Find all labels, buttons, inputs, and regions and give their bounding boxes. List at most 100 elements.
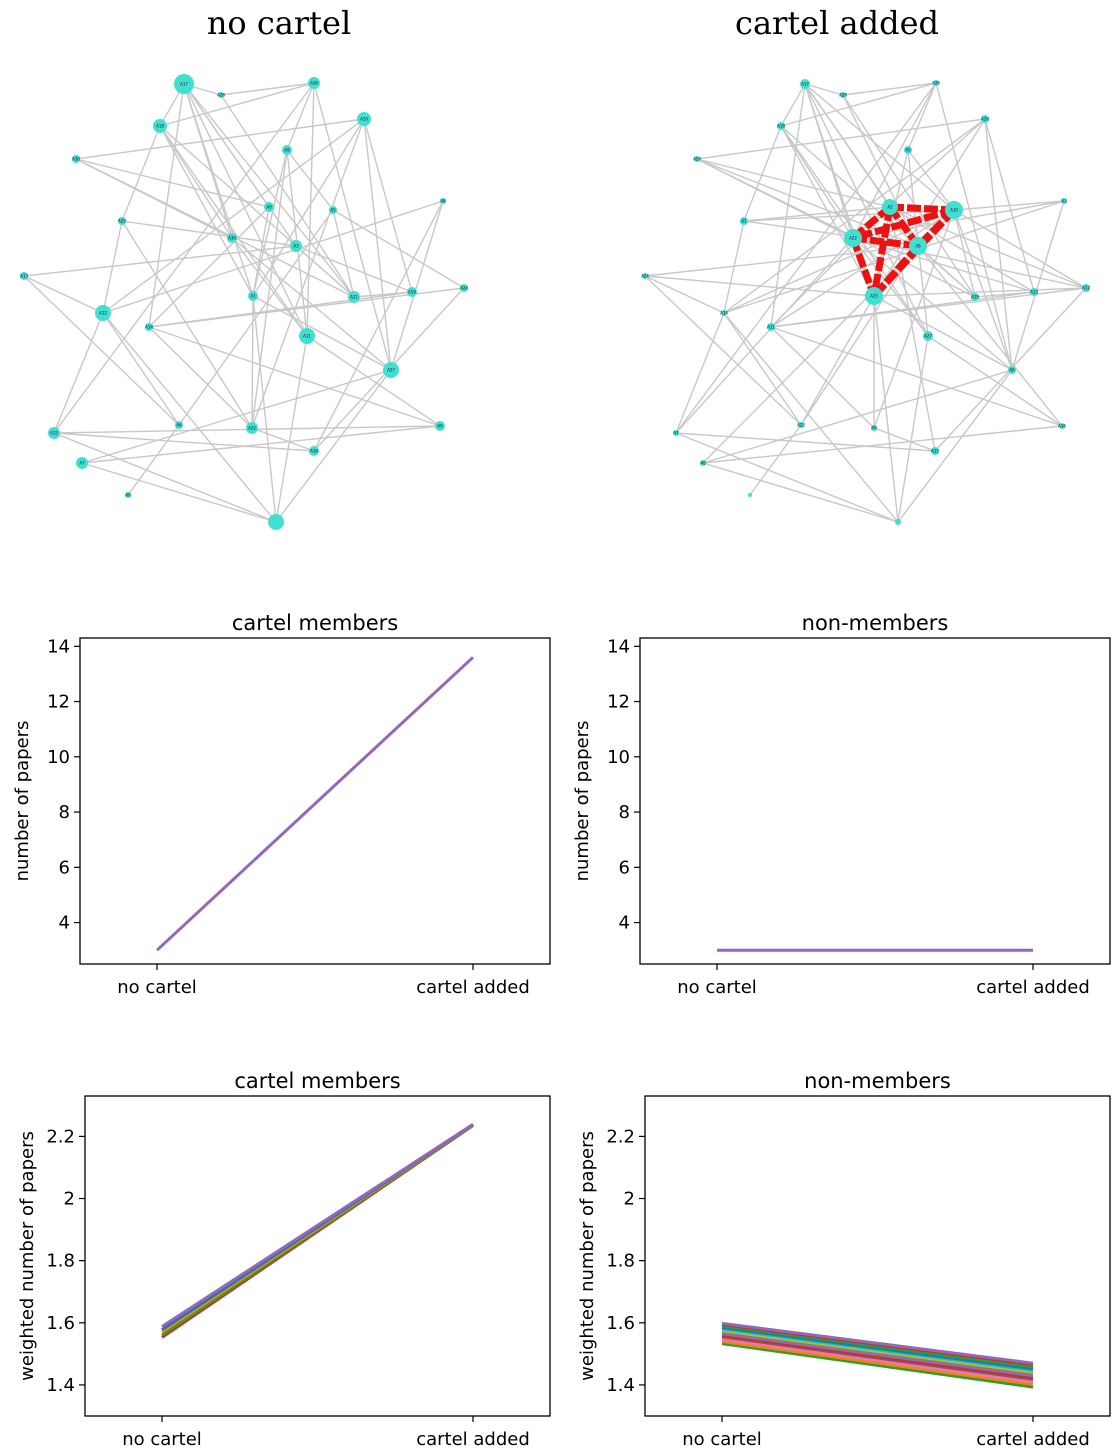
- node-label: A27: [387, 368, 395, 373]
- node-label: A6: [1009, 368, 1015, 373]
- y-tick-label: 1.6: [46, 1313, 75, 1334]
- node-label: A11: [303, 334, 311, 339]
- series-line: [721, 1321, 1034, 1365]
- network-edge: [873, 427, 936, 452]
- network-node: [299, 328, 315, 344]
- node-label: A22: [248, 426, 256, 431]
- node-label: A0: [125, 493, 131, 498]
- network-node: [1059, 423, 1065, 429]
- cartel-edge: [849, 236, 878, 298]
- network-node: [933, 80, 939, 86]
- network-node: [95, 305, 111, 321]
- network-edge: [804, 83, 955, 211]
- series-line: [161, 1123, 474, 1328]
- axes-frame: [639, 637, 1111, 965]
- network-node: [840, 92, 846, 98]
- network-node: [383, 362, 399, 378]
- network-edge: [770, 326, 875, 429]
- network-edge: [23, 275, 180, 426]
- network-node: [227, 233, 237, 243]
- cartel-edge: [870, 206, 894, 297]
- y-tick-label: 8: [619, 802, 630, 823]
- network-edge: [102, 312, 180, 426]
- x-tick-label: cartel added: [416, 977, 530, 998]
- network-edge: [102, 312, 277, 523]
- node-label: A27: [924, 334, 932, 339]
- network-edge: [675, 237, 854, 434]
- network-edge: [897, 369, 1013, 523]
- network-edge: [743, 206, 891, 222]
- network-edge: [286, 82, 315, 151]
- network-node: [1061, 198, 1067, 204]
- network-edge: [780, 125, 854, 239]
- y-axis-label: weighted number of papers: [17, 1131, 38, 1381]
- network-node: [971, 293, 979, 301]
- network-edge: [313, 200, 444, 452]
- network-edge: [953, 209, 1013, 371]
- node-label: A3: [293, 244, 299, 249]
- node-label: A13: [20, 274, 28, 279]
- network-edge: [102, 118, 365, 314]
- node-label: A19: [971, 295, 979, 300]
- node-labels: A17 A28 A26 A18 A20 A9 A30 A0 A5 A8 A25 A30 A3 A1 A21 A…: [20, 81, 468, 498]
- network-edge: [252, 295, 392, 371]
- network-edge: [252, 295, 277, 523]
- network-edge: [159, 125, 254, 297]
- y-axis-label: weighted number of papers: [577, 1131, 598, 1381]
- node-labels: A17 A28 A26 A18 A20 A5 A29 A2 A10 A3 A1 A22 A8 A25 A19…: [641, 81, 1090, 466]
- network-edge: [148, 206, 270, 328]
- node-label: A5: [905, 148, 911, 153]
- series-line: [721, 1337, 1034, 1384]
- node-label: A25: [870, 294, 878, 299]
- network-node: [153, 119, 167, 133]
- network-edge: [696, 158, 976, 298]
- node-label: A7: [79, 461, 85, 466]
- node-label: A22: [849, 236, 857, 241]
- node-label: A2: [887, 205, 893, 210]
- node-label: A5: [330, 208, 336, 213]
- network-edge: [780, 83, 806, 127]
- network-edge: [148, 326, 253, 429]
- network-node: [218, 92, 224, 98]
- node-label: A15: [931, 449, 939, 454]
- y-tick-label: 12: [47, 692, 70, 713]
- network-edge: [770, 209, 955, 328]
- nodes: [20, 74, 468, 530]
- network-edge: [917, 245, 1063, 427]
- network-edge: [873, 149, 909, 297]
- network-node: [1030, 288, 1038, 296]
- node-label: A17: [180, 82, 188, 87]
- network-edge: [702, 425, 1063, 464]
- network-edge: [178, 209, 334, 426]
- node-label: A26: [310, 81, 318, 86]
- node-label: A28: [217, 93, 225, 98]
- node-label: A22: [797, 423, 805, 428]
- y-tick-label: 14: [47, 636, 70, 657]
- network-node: [767, 323, 775, 331]
- network-edge: [842, 82, 937, 96]
- network-edge: [723, 118, 986, 314]
- node-label: A25: [118, 219, 126, 224]
- edges: [23, 82, 465, 523]
- node-label: A17: [801, 82, 809, 87]
- network-node: [264, 202, 274, 212]
- network-edge: [907, 82, 937, 151]
- node-label: A21: [350, 295, 358, 300]
- network-edge: [800, 295, 875, 426]
- network-edge: [984, 118, 1013, 371]
- network-node: [700, 460, 706, 466]
- network-edge: [220, 94, 355, 298]
- network-node: [72, 155, 80, 163]
- y-tick-label: 1.8: [606, 1251, 635, 1272]
- series-line: [721, 1333, 1034, 1379]
- network-edge: [53, 432, 315, 452]
- node-label: A11: [767, 325, 775, 330]
- series-line: [721, 1324, 1034, 1369]
- network-title-cartel-added: cartel added: [735, 4, 939, 42]
- network-edge: [363, 118, 392, 371]
- network-edge: [842, 94, 976, 298]
- node-label: A14: [720, 311, 728, 316]
- network-edge: [121, 220, 297, 247]
- network-edge: [75, 158, 270, 208]
- network-edge: [23, 245, 297, 277]
